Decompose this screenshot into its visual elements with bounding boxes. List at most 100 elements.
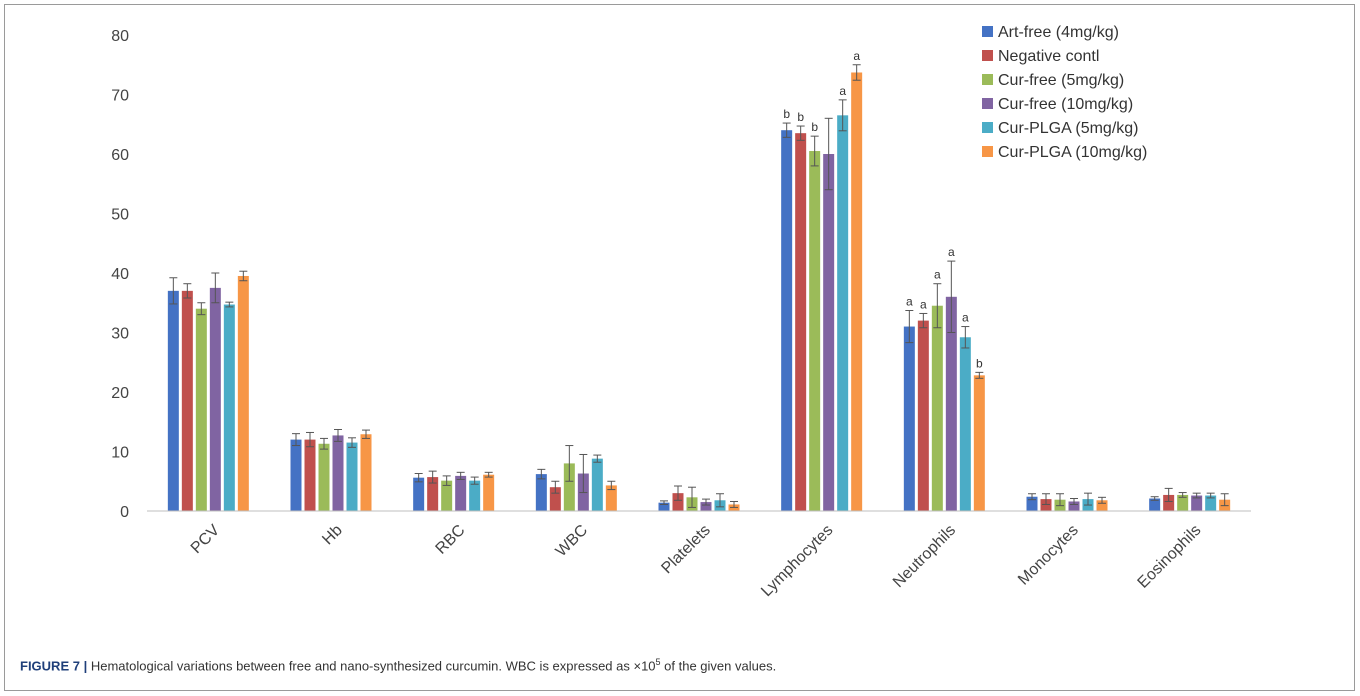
- legend-swatch: [982, 122, 993, 133]
- bar: [931, 305, 943, 511]
- x-tick-label: Neutrophils: [890, 522, 959, 591]
- bar: [167, 290, 179, 511]
- y-tick-label: 20: [111, 385, 129, 402]
- significance-label: a: [920, 297, 927, 311]
- bar: [591, 458, 603, 511]
- error-bars: [169, 64, 1229, 508]
- bar: [290, 439, 302, 511]
- y-axis-ticks: 0 10 20 30 40 50 60 70 80: [111, 28, 129, 521]
- significance-label: a: [853, 49, 860, 63]
- y-tick-label: 0: [120, 504, 129, 521]
- y-tick-label: 30: [111, 326, 129, 343]
- bar: [658, 502, 670, 511]
- bar: [346, 442, 358, 511]
- x-tick-label: PCV: [188, 522, 224, 558]
- bar: [1149, 498, 1161, 511]
- bar: [360, 434, 372, 511]
- x-axis-ticks: PCV Hb RBC WBC Platelets Lymphocytes Neutrophi…: [188, 522, 1205, 600]
- x-tick-label: Monocytes: [1015, 522, 1082, 589]
- legend-swatch: [982, 74, 993, 85]
- bar: [563, 463, 575, 511]
- bar: [700, 502, 712, 511]
- bar: [973, 375, 985, 511]
- legend-label: Cur-free (5mg/kg): [998, 72, 1124, 89]
- legend-swatch: [982, 50, 993, 61]
- significance-label: b: [976, 356, 983, 370]
- bar: [237, 275, 249, 511]
- y-tick-label: 40: [111, 266, 129, 283]
- significance-label: a: [934, 268, 941, 282]
- bar: [781, 130, 793, 511]
- legend-swatch: [982, 26, 993, 37]
- y-tick-label: 60: [111, 147, 129, 164]
- caption-label: FIGURE 7 |: [20, 658, 88, 674]
- bar: [903, 326, 915, 511]
- bar: [427, 477, 439, 511]
- legend: Art-free (4mg/kg) Negative contl Cur-free …: [982, 24, 1147, 161]
- legend-swatch: [982, 146, 993, 157]
- y-tick-label: 10: [111, 445, 129, 462]
- y-tick-label: 50: [111, 207, 129, 224]
- significance-label: b: [811, 120, 818, 134]
- significance-label: b: [783, 107, 790, 121]
- bar: [455, 475, 467, 511]
- bar: [209, 287, 221, 511]
- bar: [917, 320, 929, 511]
- bar: [851, 72, 863, 512]
- bar: [809, 151, 821, 511]
- x-tick-label: Platelets: [658, 522, 713, 577]
- significance-label: a: [906, 294, 913, 308]
- significance-label: a: [948, 245, 955, 259]
- x-tick-label: Hb: [319, 522, 346, 549]
- y-tick-label: 70: [111, 88, 129, 105]
- x-tick-label: Eosinophils: [1135, 522, 1205, 592]
- bar: [837, 115, 849, 511]
- bar: [672, 493, 684, 511]
- bar: [332, 435, 344, 511]
- x-tick-label: Lymphocytes: [758, 522, 836, 600]
- legend-label: Cur-PLGA (10mg/kg): [998, 144, 1147, 161]
- bar: [195, 308, 207, 511]
- x-tick-label: WBC: [553, 522, 591, 560]
- legend-swatch: [982, 98, 993, 109]
- bar: [1205, 495, 1217, 511]
- legend-label: Art-free (4mg/kg): [998, 24, 1119, 41]
- bar: [413, 477, 425, 511]
- significance-label: a: [839, 84, 846, 98]
- caption-superscript: 5: [655, 657, 661, 667]
- bar: [469, 480, 481, 511]
- bar: [535, 474, 547, 511]
- significance-label: b: [797, 110, 804, 124]
- x-tick-label: RBC: [433, 522, 469, 558]
- bar: [945, 296, 957, 511]
- bar: [549, 487, 561, 511]
- bar: [223, 304, 235, 511]
- bar: [441, 480, 453, 511]
- bar: [483, 474, 495, 511]
- bar: [1026, 496, 1038, 511]
- bars: [167, 72, 1231, 512]
- legend-label: Negative contl: [998, 48, 1099, 65]
- bar: [304, 439, 316, 511]
- bar: [1040, 499, 1052, 511]
- caption-text: Hematological variations between free an…: [90, 658, 656, 674]
- legend-label: Cur-free (10mg/kg): [998, 96, 1133, 113]
- bar: [1096, 500, 1108, 511]
- bar: [795, 133, 807, 512]
- bar: [959, 337, 971, 511]
- significance-label: a: [962, 311, 969, 325]
- bar: [1177, 494, 1189, 511]
- y-tick-label: 80: [111, 28, 129, 45]
- bar: [823, 154, 835, 511]
- caption-tail: of the given values.: [660, 658, 777, 674]
- bar: [1163, 494, 1175, 511]
- bar: [1191, 495, 1203, 511]
- figure-caption: FIGURE 7 | Hematological variations betw…: [20, 657, 1350, 673]
- bar: [1068, 501, 1080, 511]
- bar: [318, 443, 330, 511]
- bar: [605, 485, 617, 511]
- legend-label: Cur-PLGA (5mg/kg): [998, 120, 1138, 137]
